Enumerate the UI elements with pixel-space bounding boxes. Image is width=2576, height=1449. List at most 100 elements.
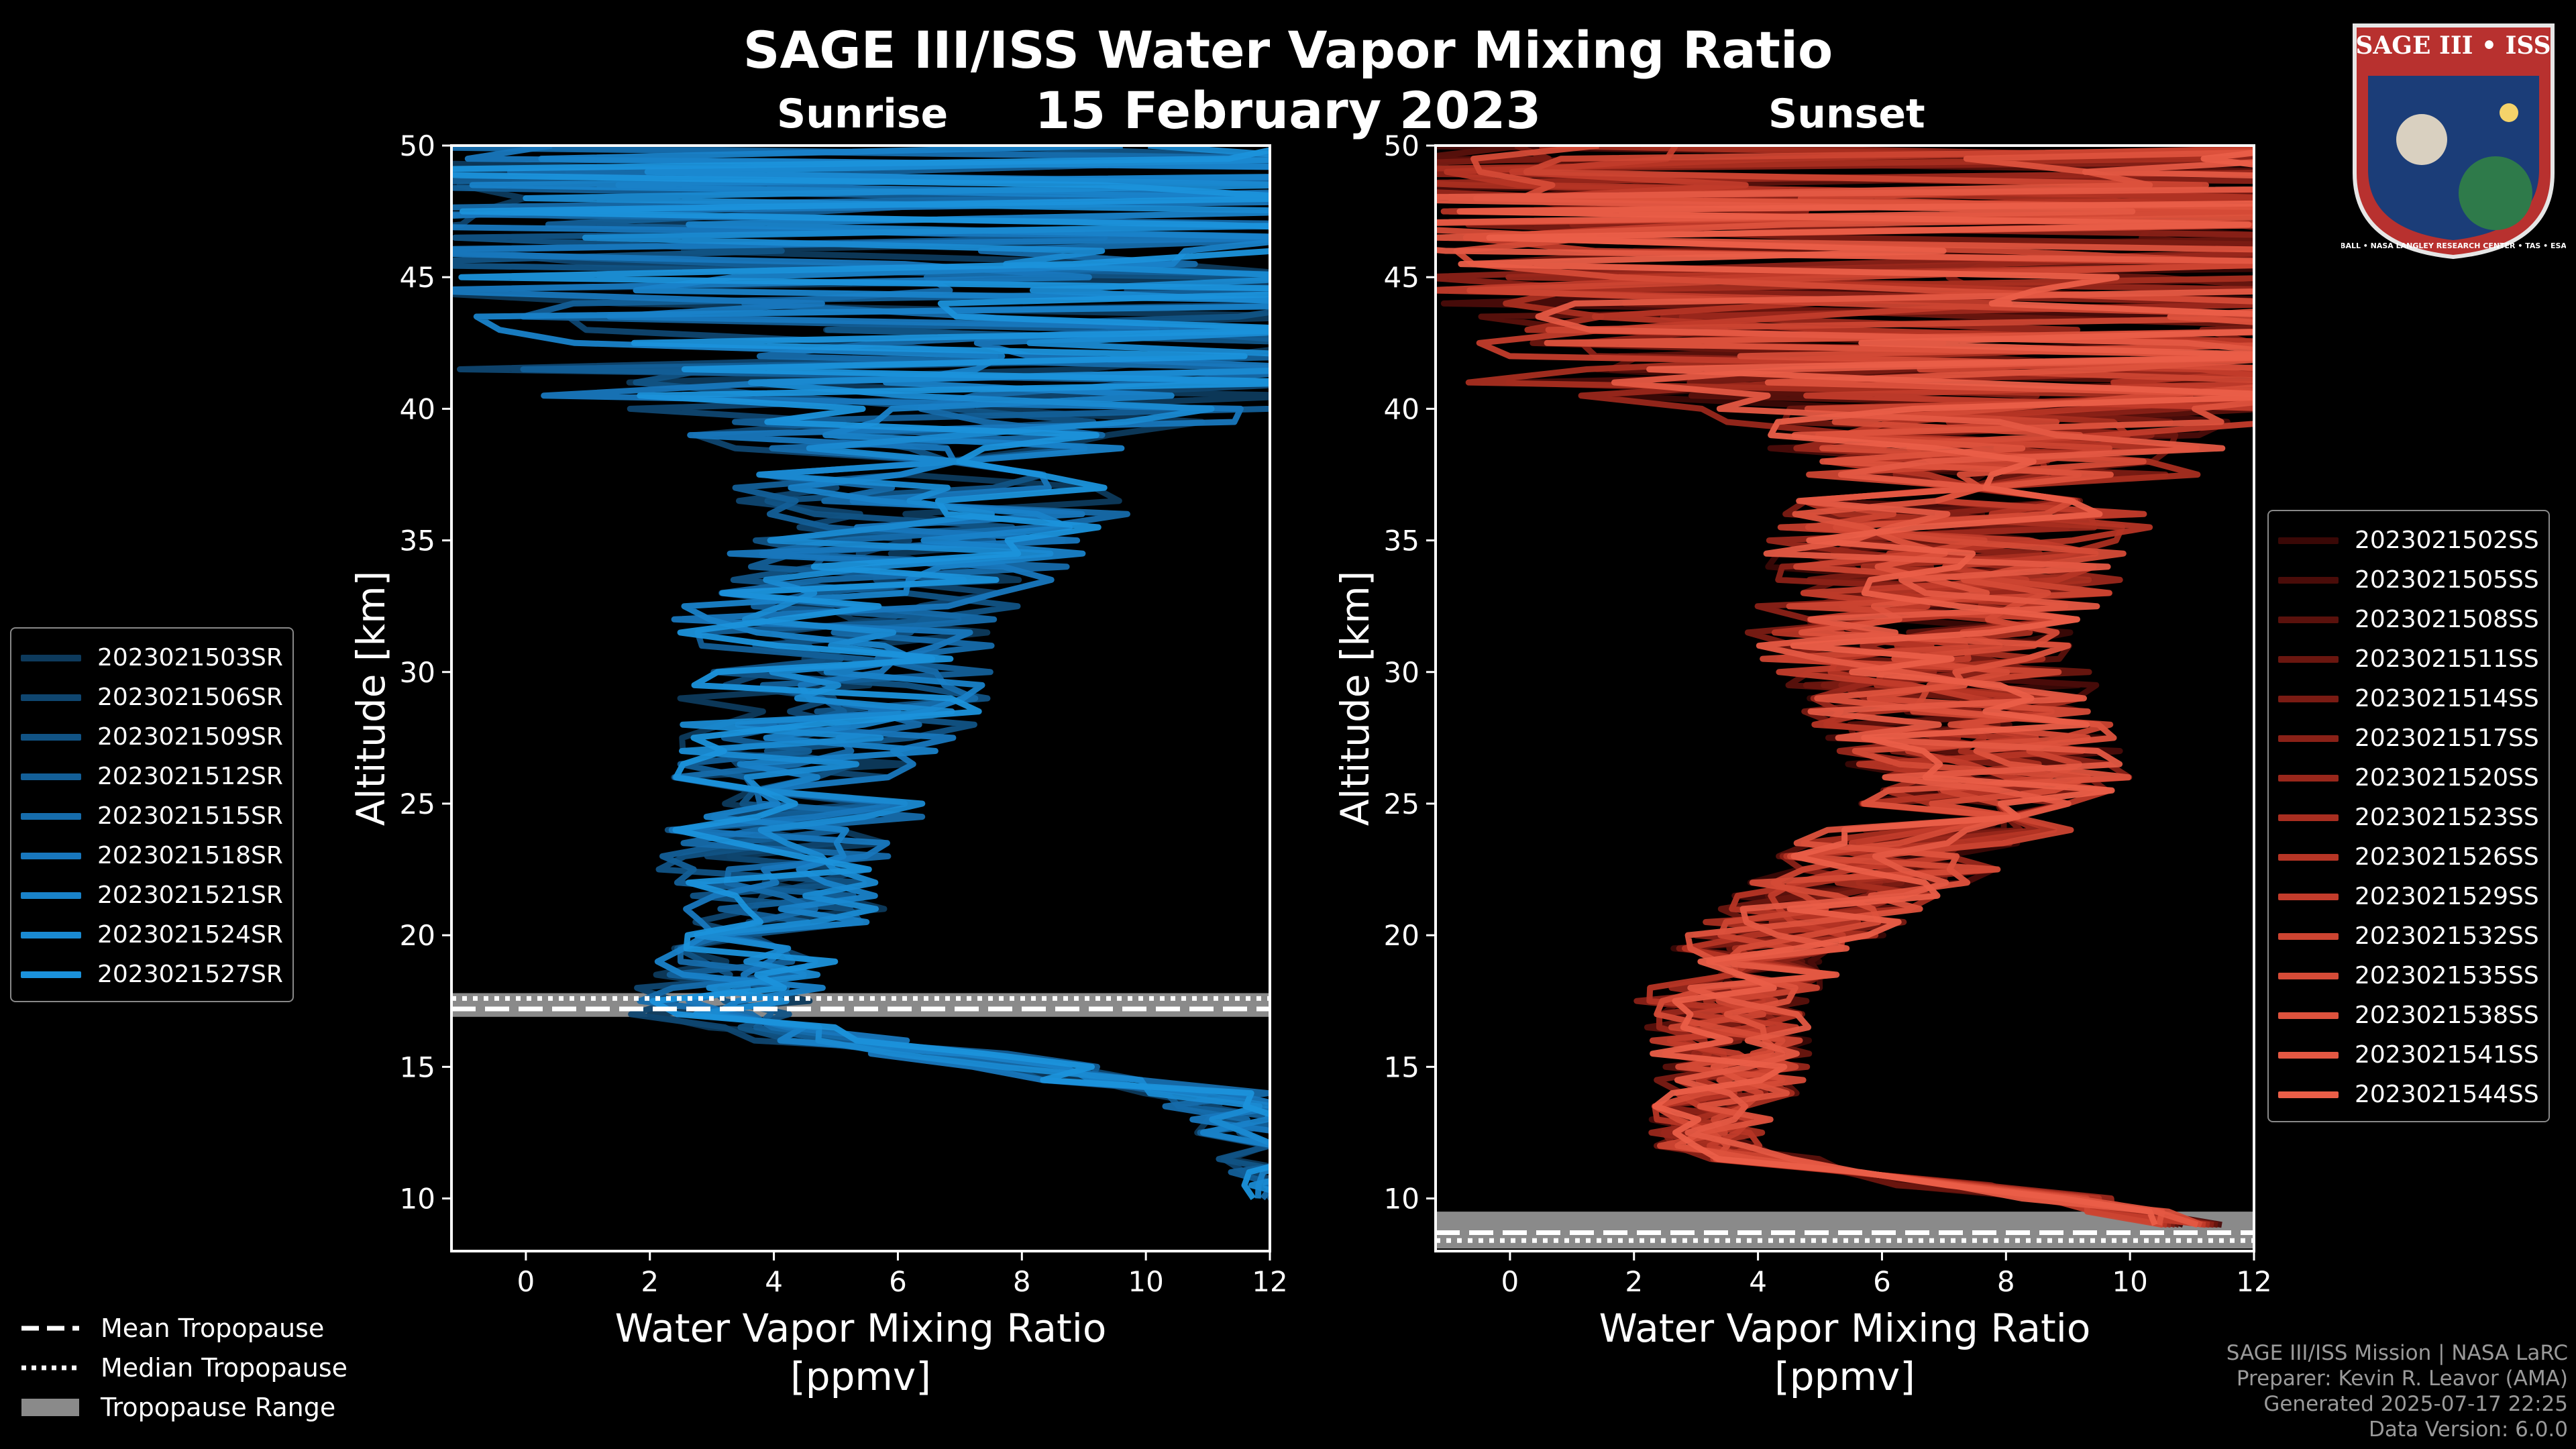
legend-label: 2023021511SS [2355, 645, 2539, 673]
legend-label: 2023021535SS [2355, 962, 2539, 989]
legend-item: 2023021517SS [2278, 718, 2539, 758]
y-tick-label: 35 [400, 525, 435, 557]
legend-label: Mean Tropopause [101, 1313, 325, 1343]
dashed-line-icon [21, 1326, 79, 1330]
legend-item: 2023021532SS [2278, 916, 2539, 956]
profile-2023021527SR [451, 147, 1270, 1201]
legend-label: 2023021512SR [97, 763, 283, 790]
legend-label: 2023021523SS [2355, 804, 2539, 831]
x-tick-label: 8 [1013, 1265, 1031, 1298]
legend-item: 2023021541SS [2278, 1035, 2539, 1075]
legend-swatch [21, 654, 81, 661]
y-tick-label: 25 [1384, 788, 1419, 820]
legend-item: 2023021508SS [2278, 600, 2539, 639]
axes-frame [450, 144, 1271, 1252]
x-tick-label: 10 [2112, 1265, 2147, 1298]
legend-label: 2023021514SS [2355, 685, 2539, 712]
sunrise-plot: 0 2 4 6 8 10 12 10 15 20 25 30 35 40 45 50 Water Vapor M… [348, 129, 1288, 1399]
sunset-plot: 0 2 4 6 8 10 12 10 15 20 25 30 35 40 45 50 Water Vapor M… [1332, 129, 2272, 1399]
legend-item: 2023021521SR [21, 875, 283, 915]
legend-swatch [2278, 1012, 2339, 1019]
legend-swatch [2278, 1051, 2339, 1059]
legend-swatch [2278, 853, 2339, 861]
legend-item: 2023021506SR [21, 678, 283, 717]
sunset-legend: 2023021502SS 2023021505SS 2023021508SS 2023… [2267, 510, 2550, 1122]
legend-mean-tropopause: Mean Tropopause [20, 1308, 347, 1348]
logo-ring-text: BALL • NASA LANGLEY RESEARCH CENTER • TA… [2341, 241, 2566, 250]
y-tick-label: 30 [400, 656, 435, 689]
y-axis-label: Altitude [km] [348, 571, 394, 826]
sunrise-panel-title: Sunrise [777, 91, 949, 138]
legend-item: 2023021512SR [21, 757, 283, 796]
legend-label: 2023021532SS [2355, 922, 2539, 950]
legend-item: 2023021535SS [2278, 956, 2539, 996]
legend-item: 2023021514SS [2278, 679, 2539, 718]
legend-swatch [21, 852, 81, 859]
chart-date: 15 February 2023 [1034, 80, 1542, 140]
legend-item: 2023021544SS [2278, 1075, 2539, 1114]
x-tick-label: 6 [1873, 1265, 1891, 1298]
legend-label: 2023021527SR [97, 961, 283, 988]
legend-swatch [2278, 735, 2339, 742]
legend-swatch [2278, 695, 2339, 702]
y-tick-label: 10 [400, 1183, 435, 1216]
legend-median-tropopause: Median Tropopause [20, 1348, 347, 1387]
legend-item: 2023021526SS [2278, 837, 2539, 877]
legend-item: 2023021527SR [21, 955, 283, 994]
y-tick-label: 20 [1384, 919, 1419, 952]
legend-label: 2023021520SS [2355, 764, 2539, 792]
credit-mission: SAGE III/ISS Mission | NASA LaRC [2226, 1341, 2568, 1365]
x-tick-label: 10 [1128, 1265, 1163, 1298]
legend-label: 2023021509SR [97, 723, 283, 751]
legend-swatch [2278, 972, 2339, 979]
legend-swatch [21, 812, 81, 820]
y-axis-label: Altitude [km] [1332, 571, 1378, 826]
sunset-panel-title: Sunset [1768, 91, 1925, 138]
logo-text: SAGE III • ISS [2355, 32, 2551, 60]
x-tick-label: 0 [517, 1265, 535, 1298]
legend-swatch [21, 971, 81, 978]
y-tick-label: 45 [400, 261, 435, 294]
x-tick-label: 4 [1749, 1265, 1767, 1298]
legend-swatch [2278, 932, 2339, 940]
legend-label: 2023021505SS [2355, 566, 2539, 594]
y-tick-label: 50 [400, 129, 435, 162]
legend-swatch [21, 694, 81, 701]
legend-label: 2023021529SS [2355, 883, 2539, 910]
x-tick-label: 2 [641, 1265, 659, 1298]
x-tick-label: 2 [1625, 1265, 1643, 1298]
legend-tropopause-range: Tropopause Range [20, 1387, 347, 1427]
x-axis-label: Water Vapor Mixing Ratio [615, 1305, 1107, 1351]
legend-label: 2023021521SR [97, 881, 283, 909]
legend-label: 2023021506SR [97, 684, 283, 711]
y-tick-label: 50 [1384, 129, 1419, 162]
x-tick-label: 4 [765, 1265, 783, 1298]
legend-label: 2023021526SS [2355, 843, 2539, 871]
credit-generated: Generated 2025-07-17 22:25 [2263, 1392, 2568, 1416]
legend-swatch [2278, 537, 2339, 544]
x-axis-label: Water Vapor Mixing Ratio [1599, 1305, 2091, 1351]
legend-item: 2023021502SS [2278, 521, 2539, 560]
sage-iii-iss-logo: SAGE III • ISS BALL • NASA LANGLEY RESEA… [2341, 23, 2566, 260]
y-tick-label: 40 [400, 392, 435, 425]
legend-item: 2023021511SS [2278, 639, 2539, 679]
legend-label: 2023021518SR [97, 842, 283, 869]
legend-swatch [2278, 774, 2339, 782]
legend-item: 2023021515SR [21, 796, 283, 836]
legend-swatch [2278, 814, 2339, 821]
legend-item: 2023021518SR [21, 836, 283, 875]
x-tick-label: 0 [1501, 1265, 1519, 1298]
legend-item: 2023021523SS [2278, 798, 2539, 837]
legend-label: Tropopause Range [101, 1392, 336, 1422]
legend-swatch [21, 931, 81, 938]
legend-label: 2023021515SR [97, 802, 283, 830]
plot-area [1436, 146, 2254, 1249]
legend-label: 2023021508SS [2355, 606, 2539, 633]
credit-version: Data Version: 6.0.0 [2368, 1417, 2568, 1442]
legend-label: 2023021541SS [2355, 1041, 2539, 1069]
y-tick-label: 15 [1384, 1051, 1419, 1083]
legend-label: 2023021544SS [2355, 1081, 2539, 1108]
y-tick-label: 20 [400, 919, 435, 952]
y-tick-label: 45 [1384, 261, 1419, 294]
legend-item: 2023021529SS [2278, 877, 2539, 916]
